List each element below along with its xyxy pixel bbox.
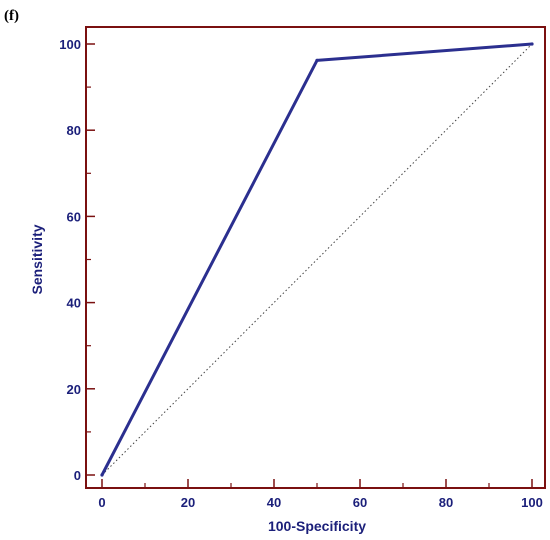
x-tick-label: 40 bbox=[267, 495, 281, 510]
x-tick-label: 0 bbox=[98, 495, 105, 510]
y-tick-label: 100 bbox=[59, 37, 81, 52]
panel-label: (f) bbox=[4, 8, 19, 24]
y-tick-label: 60 bbox=[67, 209, 81, 224]
x-tick-label: 60 bbox=[353, 495, 367, 510]
y-tick-label: 80 bbox=[67, 123, 81, 138]
y-axis: 0 20 40 60 80 100 bbox=[59, 37, 95, 483]
roc-point-1 bbox=[315, 58, 319, 62]
x-axis-title: 100-Specificity bbox=[268, 518, 366, 534]
roc-point-2 bbox=[530, 42, 534, 46]
y-tick-label: 20 bbox=[67, 382, 81, 397]
x-tick-label: 80 bbox=[439, 495, 453, 510]
x-tick-label: 100 bbox=[521, 495, 543, 510]
x-axis: 0 20 40 60 80 100 bbox=[98, 479, 543, 510]
plot-frame bbox=[85, 26, 546, 489]
plot-border bbox=[85, 26, 546, 489]
y-tick-label: 0 bbox=[74, 468, 81, 483]
y-tick-label: 40 bbox=[67, 296, 81, 311]
roc-point-0 bbox=[100, 473, 104, 477]
x-tick-label: 20 bbox=[181, 495, 195, 510]
reference-diagonal-line bbox=[101, 43, 533, 476]
series-group bbox=[100, 42, 534, 477]
y-axis-title: Sensitivity bbox=[29, 224, 45, 294]
